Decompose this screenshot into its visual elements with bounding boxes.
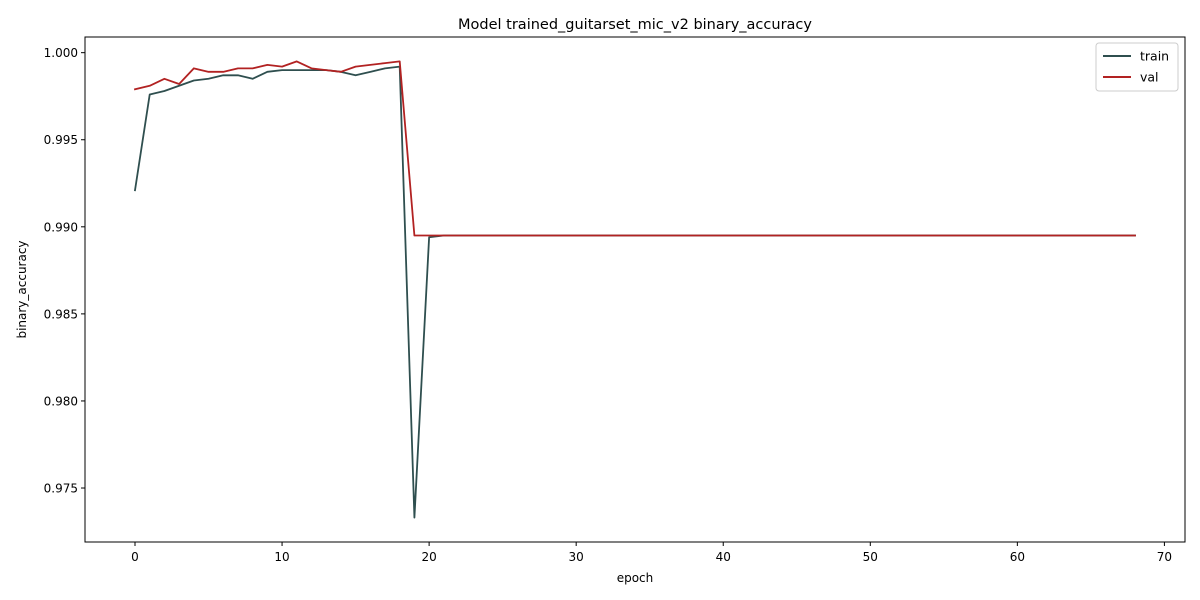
x-tick-label: 0 <box>131 550 139 564</box>
legend: train val <box>1095 42 1179 92</box>
plot-area-frame <box>84 36 1186 543</box>
x-axis-label: epoch <box>617 571 654 585</box>
series-line-train <box>133 65 1136 519</box>
x-tick-label: 40 <box>716 550 731 564</box>
y-tick-label: 0.995 <box>44 133 78 147</box>
y-axis-label: binary_accuracy <box>15 240 29 338</box>
x-tick-label: 50 <box>863 550 878 564</box>
x-tick-label: 70 <box>1157 550 1172 564</box>
x-tick-label: 20 <box>421 550 436 564</box>
series-lines <box>133 60 1136 519</box>
x-tick-label: 60 <box>1010 550 1025 564</box>
y-tick-label: 0.980 <box>44 394 78 408</box>
y-axis: 0.975 0.980 0.985 0.990 0.995 1.000 <box>44 46 85 496</box>
x-tick-label: 10 <box>274 550 289 564</box>
series-line-val <box>133 60 1136 237</box>
y-tick-label: 1.000 <box>44 46 78 60</box>
y-tick-label: 0.975 <box>44 482 78 496</box>
legend-label-train: train <box>1140 49 1169 64</box>
x-axis: 0 10 20 30 40 50 60 70 <box>131 542 1172 564</box>
y-tick-label: 0.985 <box>44 307 78 321</box>
legend-label-val: val <box>1140 70 1159 85</box>
y-tick-label: 0.990 <box>44 220 78 234</box>
x-tick-label: 30 <box>569 550 584 564</box>
chart-title: Model trained_guitarset_mic_v2 binary_ac… <box>458 17 812 33</box>
